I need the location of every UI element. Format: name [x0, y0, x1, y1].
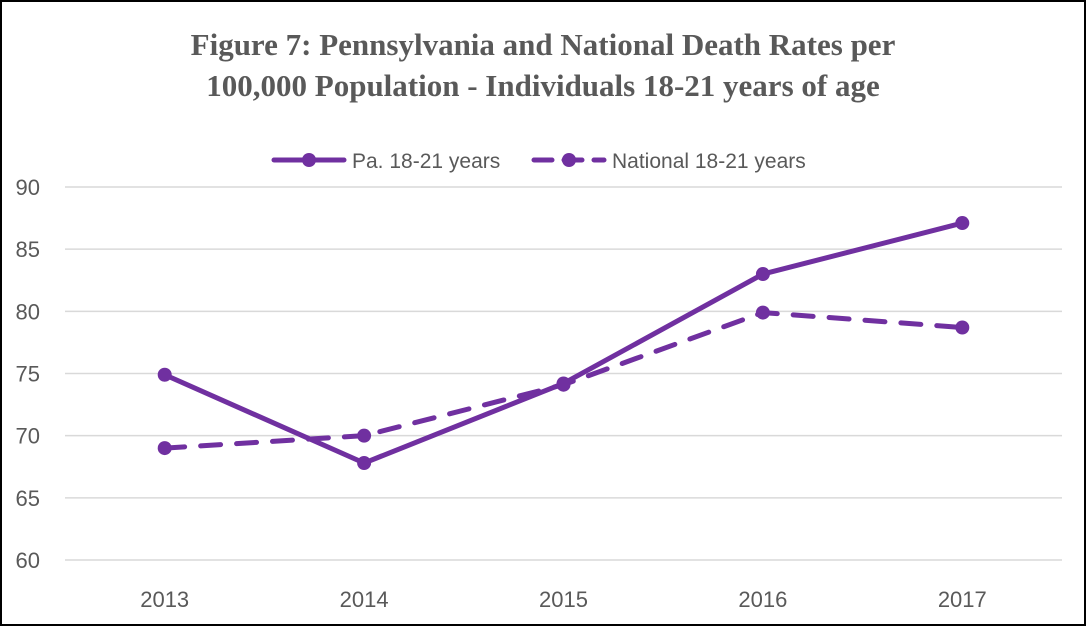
y-tick-label-80: 80 [16, 299, 40, 324]
y-tick-label-60: 60 [16, 548, 40, 573]
chart-title-line-2: 100,000 Population - Individuals 18-21 y… [206, 68, 880, 103]
chart-title-line-1: Figure 7: Pennsylvania and National Deat… [190, 27, 896, 62]
series-line-1 [162, 220, 965, 466]
y-tick-label-90: 90 [16, 175, 40, 200]
data-point-s2-2014 [357, 428, 372, 443]
legend-label-2: National 18-21 years [612, 150, 806, 173]
data-point-s2-2015 [556, 377, 571, 392]
data-point-s1-2014 [357, 456, 372, 471]
x-tick-label-2013: 2013 [140, 587, 189, 612]
legend-label-1: Pa. 18-21 years [352, 150, 500, 173]
x-tick-label-2015: 2015 [539, 587, 588, 612]
y-tick-label-65: 65 [16, 486, 40, 511]
y-tick-label-70: 70 [16, 424, 40, 449]
x-tick-label-2016: 2016 [738, 587, 787, 612]
data-point-s2-2017 [955, 320, 970, 335]
legend-marker-2 [562, 153, 576, 167]
legend-marker-1 [302, 153, 316, 167]
data-point-s1-2017 [955, 216, 970, 231]
x-tick-label-2014: 2014 [340, 587, 389, 612]
y-tick-label-85: 85 [16, 237, 40, 262]
data-point-s1-2013 [157, 367, 172, 382]
y-tick-label-75: 75 [16, 362, 40, 387]
x-tick-label-2017: 2017 [938, 587, 987, 612]
chart-title: Figure 7: Pennsylvania and National Deat… [2, 24, 1084, 106]
data-point-s2-2016 [755, 305, 770, 320]
data-point-s1-2016 [755, 267, 770, 282]
data-point-s2-2013 [157, 441, 172, 456]
